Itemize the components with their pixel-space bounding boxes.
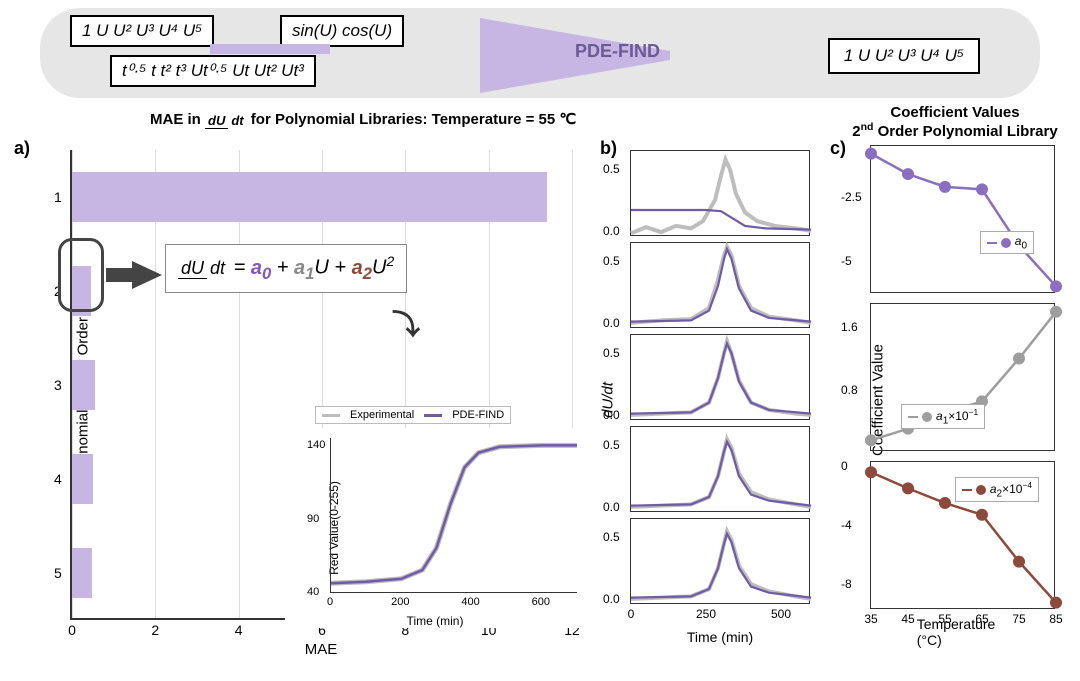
pb-xlabel: Time (min) (687, 629, 753, 645)
pb-ytick: 0.5 (603, 162, 620, 176)
pc-ytick: -2.5 (841, 190, 862, 204)
library-banner: 1 U U² U³ U⁴ U⁵ sin(U) cos(U) t⁰·⁵ t t² … (40, 8, 1040, 98)
legend-label: Experimental (350, 409, 414, 421)
pb-subplot: 0.00.50250500Time (min) (630, 518, 810, 604)
pb-ytick: 0.5 (603, 346, 620, 360)
pb-ytick: 0.0 (603, 316, 620, 330)
inset-ytick: 40 (307, 586, 319, 598)
pa-ytick: 4 (54, 471, 62, 487)
pb-subplot: 0.00.5 (630, 242, 810, 328)
pc-ytick: 0.8 (841, 383, 858, 397)
pa-ytick: 1 (54, 189, 62, 205)
inset-axes (330, 438, 577, 593)
pc-legend: a0 (980, 231, 1034, 254)
pc-xlabel: Temperature (°C) (917, 616, 1009, 648)
inset-xtick: 400 (461, 596, 479, 608)
arrow-shaft (106, 268, 134, 282)
pa-bar (72, 454, 93, 504)
pc-legend-label: a1×10−1 (936, 407, 978, 426)
pa-xlabel: MAE (305, 641, 338, 658)
panel-a-title: MAE in dUdt for Polynomial Libraries: Te… (150, 110, 576, 128)
integral-arrow-icon: ⤵ (392, 303, 420, 343)
pb-xtick: 500 (771, 607, 791, 621)
pc-legend: a2×10−4 (955, 477, 1039, 502)
lib-poly: 1 U U² U³ U⁴ U⁵ (70, 15, 214, 47)
pc-ytick: -5 (841, 254, 852, 268)
funnel-label: PDE-FIND (575, 41, 660, 62)
legend-label: PDE-FIND (452, 409, 504, 421)
pc-legend-label: a2×10−4 (990, 480, 1032, 499)
pc-subplot: 0-4-8a2×10−4354555657585Temperature (°C) (870, 461, 1055, 609)
pb-subplot: 0.00.5 (630, 426, 810, 512)
inset-xtick: 600 (532, 596, 550, 608)
panel-a: Polynomial Library Order MAE 02468101212… (30, 140, 590, 660)
label-a: a) (14, 138, 30, 159)
pb-subplot: 0.00.5 (630, 334, 810, 420)
funnel: PDE-FIND (480, 13, 740, 93)
pc-ytick: -8 (841, 577, 852, 591)
inset-xtick: 200 (391, 596, 409, 608)
inset-xlabel: Time (min) (407, 614, 464, 628)
arrow-icon (132, 261, 162, 289)
equation-box: dUdt = a0 + a1U + a2U2 (165, 244, 407, 293)
pa-xtick: 4 (235, 622, 243, 638)
pa-xtick: 2 (151, 622, 159, 638)
pa-ytick: 5 (54, 565, 62, 581)
inset-svg (331, 438, 577, 592)
pc-ytick: 0 (841, 459, 848, 473)
pc-xtick: 85 (1049, 612, 1062, 626)
pa-ytick: 3 (54, 377, 62, 393)
inset-xtick: 0 (327, 596, 333, 608)
panel-c: Coefficient Value -2.5-5a00.81.6a1×10−10… (830, 140, 1070, 660)
pc-subplot: -2.5-5a0 (870, 145, 1055, 293)
funnel-output-line (210, 44, 330, 54)
pc-ytick: 1.6 (841, 320, 858, 334)
pb-ytick: 0.0 (603, 500, 620, 514)
pb-subplot: 0.00.5 (630, 150, 810, 236)
inset-chart: ExperimentalPDE-FIND Red Value(0-255) Ti… (285, 428, 585, 628)
pc-ytick: -4 (841, 518, 852, 532)
pc-xtick: 35 (864, 612, 877, 626)
pb-xtick: 250 (696, 607, 716, 621)
pb-ytick: 0.5 (603, 254, 620, 268)
inset-legend: Experimental PDE-FIND (315, 406, 511, 424)
highlight-ring (58, 238, 104, 312)
pb-xtick: 0 (628, 607, 635, 621)
pb-ytick: 0.5 (603, 438, 620, 452)
pb-ytick: 0.0 (603, 224, 620, 238)
pc-xtick: 75 (1012, 612, 1025, 626)
lib-time: t⁰·⁵ t t² t³ Ut⁰·⁵ Ut Ut² Ut³ (110, 55, 316, 87)
pc-legend: a1×10−1 (901, 404, 985, 429)
inset-ytick: 140 (307, 439, 325, 451)
pc-xtick: 45 (901, 612, 914, 626)
pb-ytick: 0.0 (603, 592, 620, 606)
pa-bar (72, 548, 92, 598)
lib-trig: sin(U) cos(U) (280, 15, 404, 47)
output-library: 1 U U² U³ U⁴ U⁵ (828, 38, 980, 74)
panel-b: dU/dt 0.00.50.00.50.00.50.00.50.00.50250… (600, 140, 820, 660)
pa-xtick: 0 (68, 622, 76, 638)
pb-ytick: 0.0 (603, 408, 620, 422)
panel-c-title: Coefficient Values2nd Order Polynomial L… (840, 104, 1070, 140)
pa-bar (72, 360, 95, 410)
pb-ytick: 0.5 (603, 530, 620, 544)
pa-bar (72, 172, 547, 222)
pc-legend-label: a0 (1015, 234, 1027, 251)
pc-subplot: 0.81.6a1×10−1 (870, 303, 1055, 451)
inset-ytick: 90 (307, 513, 319, 525)
